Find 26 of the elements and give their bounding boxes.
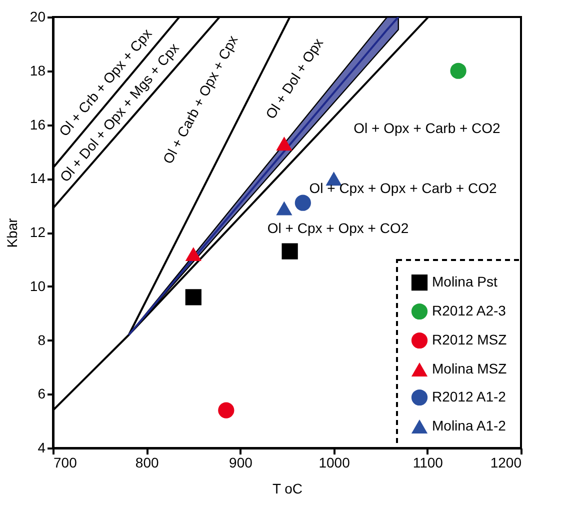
y-tick-label: 14 [30,170,46,186]
y-tick-label: 4 [38,440,46,456]
y-tick-label: 10 [30,278,46,294]
x-axis-title: T oC [272,480,303,496]
x-tick-label: 1100 [412,454,444,470]
legend-label: R2012 MSZ [432,332,508,348]
x-tick-label: 900 [229,454,253,470]
y-axis-title: Kbar [4,218,20,248]
y-tick-label: 20 [30,8,46,24]
annotation: Ol + Cpx + Opx + CO2 [267,220,409,236]
annotation: Ol + Opx + Carb + CO2 [354,120,501,136]
y-tick-label: 6 [38,386,46,402]
legend-label: Molina A1-2 [432,418,506,434]
x-tick-label: 800 [135,454,159,470]
x-tick-label: 1000 [318,454,350,470]
annotation: Ol + Dol + Opx [262,35,326,122]
x-tick-label: 1200 [490,454,522,470]
legend-label: Molina Pst [432,274,498,290]
y-tick-label: 12 [30,224,46,240]
legend-label: R2012 A1-2 [432,388,506,404]
x-tick-label: 700 [54,454,78,470]
y-tick-label: 16 [30,116,46,132]
legend-label: R2012 A2-3 [432,302,506,318]
legend-label: Molina MSZ [432,360,508,376]
y-tick-label: 8 [38,332,46,348]
y-tick-label: 18 [30,62,46,78]
